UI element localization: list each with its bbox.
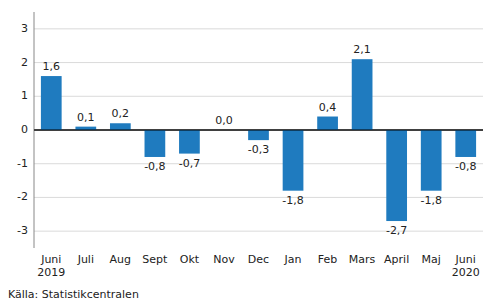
y-tick-label: -3 [17,224,28,237]
source-note: Källa: Statistikcentralen [8,288,139,301]
zero-line [34,130,483,131]
x-tick-label: Juni2019 [37,253,65,279]
x-tick-label: Feb [318,253,337,266]
y-tick-label: 0 [21,123,28,136]
x-tick-label: Nov [213,253,235,266]
x-tick-label: Dec [248,253,269,266]
bar [41,76,62,130]
y-tick-label: -2 [17,190,28,203]
x-tick-label: April [384,253,409,266]
grid-line [34,96,483,97]
bar [283,130,304,191]
grid-line [34,197,483,198]
data-label: -0,8 [455,160,476,173]
x-tick-label: Maj [422,253,441,266]
grid-line [34,28,483,29]
data-label: -2,7 [386,224,407,237]
grid [34,29,483,231]
x-tick-label: Mars [349,253,376,266]
data-label: -0,8 [144,160,165,173]
bar [110,123,131,130]
y-tick-label: 3 [21,22,28,35]
bar [352,59,373,130]
zero-line-overlay [34,130,483,131]
x-tick-label: Jan [284,253,302,266]
chart: -3 -2 -1 0 1 2 3 1,6 0,1 0,2 -0,8 -0,7 0,0 -0,3 -1,8 0,… [0,0,493,304]
grid-line [34,231,483,232]
bar [421,130,442,191]
bar [179,130,200,154]
bars [41,59,476,221]
data-label: 2,1 [353,43,371,56]
data-label: -0,3 [248,143,269,156]
data-label: 0,0 [215,114,233,127]
grid-line [34,163,483,164]
x-tick-label: Juli [77,253,94,266]
x-tick-label: Okt [180,253,200,266]
bar [75,127,96,130]
bar [145,130,166,157]
x-tick-label: Sept [142,253,168,266]
data-label: 0,4 [319,101,337,114]
bar [386,130,407,221]
bar [455,130,476,157]
x-tick-label: Juni2020 [452,253,480,279]
data-label: -1,8 [282,194,303,207]
data-label: -0,7 [179,157,200,170]
data-label: 0,1 [77,111,95,124]
y-tick-label: -1 [17,157,28,170]
bar [248,130,269,140]
chart-container: -3 -2 -1 0 1 2 3 1,6 0,1 0,2 -0,8 -0,7 0,0 -0,3 -1,8 0,… [0,0,493,304]
x-tick-label: Aug [110,253,131,266]
grid-line [34,62,483,63]
data-label: -1,8 [420,194,441,207]
bar [317,117,338,130]
y-tick-label: 1 [21,89,28,102]
data-label: 1,6 [43,60,61,73]
y-tick-label: 2 [21,56,28,69]
data-label: 0,2 [112,107,130,120]
